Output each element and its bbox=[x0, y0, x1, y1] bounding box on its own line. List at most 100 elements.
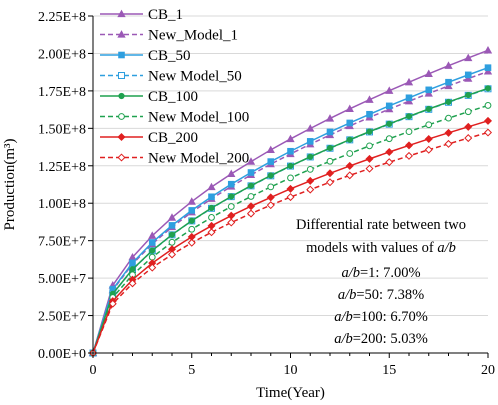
data-point-marker bbox=[465, 91, 472, 99]
data-point-marker bbox=[287, 174, 294, 182]
axes bbox=[92, 16, 488, 354]
data-point-marker bbox=[246, 157, 256, 165]
x-tick-label: 10 bbox=[284, 363, 298, 378]
data-point-marker bbox=[306, 176, 315, 185]
data-point-marker bbox=[346, 119, 354, 127]
data-point-marker bbox=[129, 266, 136, 273]
data-point-marker bbox=[365, 95, 374, 103]
data-point-marker bbox=[286, 134, 295, 143]
y-tick-label: 1.25E+8 bbox=[38, 160, 86, 175]
y-tick-label: 2.00E+8 bbox=[38, 47, 86, 62]
data-point-marker bbox=[118, 51, 125, 59]
legend: CB_1 New_Model_1 CB_50 New Model_50 CB_100 Ne… bbox=[100, 7, 249, 167]
data-point-marker bbox=[208, 214, 215, 221]
data-point-marker bbox=[365, 154, 374, 163]
data-point-marker bbox=[267, 172, 274, 179]
annotation-rate-var: a/b bbox=[334, 309, 353, 325]
data-point-marker bbox=[346, 150, 354, 157]
data-point-marker bbox=[167, 250, 177, 259]
data-point-marker bbox=[483, 116, 493, 125]
data-point-marker bbox=[424, 69, 433, 77]
annotation-rate-var: a/b bbox=[334, 331, 353, 347]
legend-item: CB_50 bbox=[100, 48, 191, 64]
data-point-marker bbox=[464, 134, 473, 143]
legend-label: New_Model_1 bbox=[148, 28, 238, 44]
data-point-marker bbox=[464, 71, 472, 79]
data-point-marker bbox=[483, 45, 493, 54]
data-point-marker bbox=[188, 225, 196, 233]
data-point-marker bbox=[445, 114, 452, 122]
data-point-marker bbox=[306, 165, 314, 173]
data-point-marker bbox=[246, 209, 256, 218]
data-point-marker bbox=[445, 98, 452, 106]
x-tick-label: 15 bbox=[382, 363, 396, 378]
data-point-marker bbox=[129, 259, 136, 267]
data-point-marker bbox=[385, 147, 394, 157]
data-point-marker bbox=[286, 193, 295, 202]
data-point-marker bbox=[385, 86, 394, 94]
data-point-marker bbox=[404, 77, 414, 86]
legend-item: CB_200 bbox=[100, 130, 198, 146]
y-tick-label: 1.50E+8 bbox=[38, 122, 86, 137]
annotation-rate-var: a/b bbox=[338, 287, 357, 303]
data-point-marker bbox=[128, 279, 137, 288]
y-tick-label: 2.25E+8 bbox=[38, 10, 86, 25]
data-point-marker bbox=[167, 213, 177, 221]
data-point-marker bbox=[405, 94, 413, 102]
data-point-marker bbox=[425, 105, 432, 113]
data-point-marker bbox=[464, 108, 472, 116]
y-tick-label: 1.75E+8 bbox=[38, 85, 86, 100]
annotation-title-prefix: models with values of bbox=[306, 240, 437, 256]
data-point-marker bbox=[366, 128, 373, 135]
data-point-marker bbox=[266, 145, 275, 154]
y-tick-label: 0.00E+0 bbox=[38, 347, 86, 362]
data-point-marker bbox=[464, 53, 473, 62]
data-point-marker bbox=[117, 153, 126, 162]
data-point-marker bbox=[366, 142, 373, 150]
data-point-marker bbox=[117, 9, 126, 18]
data-point-marker bbox=[208, 193, 215, 201]
data-point-marker bbox=[207, 221, 216, 230]
data-point-marker bbox=[405, 128, 413, 136]
series-5 bbox=[89, 102, 492, 357]
axis-ticks: 0.00E+0 2.50E+7 5.00E+7 7.50E+7 1.00E+8 1.25E… bbox=[38, 10, 495, 378]
data-point-marker bbox=[464, 122, 473, 131]
data-point-marker bbox=[208, 204, 215, 212]
data-point-marker bbox=[168, 222, 176, 229]
series-4 bbox=[89, 85, 492, 357]
data-point-marker bbox=[246, 202, 256, 211]
x-tick-label: 5 bbox=[188, 363, 195, 378]
data-point-marker bbox=[148, 239, 156, 246]
data-point-marker bbox=[326, 145, 334, 152]
data-point-marker bbox=[188, 207, 196, 214]
legend-label: New Model_200 bbox=[148, 151, 249, 167]
data-point-marker bbox=[118, 72, 125, 79]
data-point-marker bbox=[227, 218, 236, 227]
legend-label: New Model_50 bbox=[148, 69, 242, 85]
data-point-marker bbox=[484, 85, 492, 92]
annotation-rate-value: =50: 7.38% bbox=[356, 287, 424, 303]
annotation-rate-row: a/b=1: 7.00% bbox=[341, 265, 420, 281]
data-point-marker bbox=[385, 158, 394, 167]
data-point-marker bbox=[483, 67, 493, 75]
data-point-marker bbox=[444, 61, 453, 69]
data-point-marker bbox=[464, 74, 473, 82]
data-point-marker bbox=[117, 132, 126, 142]
data-point-marker bbox=[444, 128, 453, 137]
data-point-marker bbox=[187, 197, 196, 205]
y-axis-title: Production(m³) bbox=[2, 139, 18, 231]
data-point-marker bbox=[306, 185, 315, 194]
data-point-marker bbox=[118, 92, 125, 100]
data-point-marker bbox=[148, 263, 157, 272]
annotation-rate-value: =1: 7.00% bbox=[360, 265, 421, 281]
data-point-marker bbox=[306, 124, 315, 132]
data-point-marker bbox=[187, 238, 196, 247]
legend-item: New Model_100 bbox=[100, 110, 249, 126]
data-point-marker bbox=[325, 169, 335, 178]
annotation-rate-row: a/b=50: 7.38% bbox=[338, 287, 424, 303]
data-point-marker bbox=[424, 134, 433, 143]
data-point-marker bbox=[404, 141, 414, 150]
legend-item: New_Model_1 bbox=[100, 28, 238, 44]
annotation-rate-row: a/b=200: 5.03% bbox=[334, 331, 428, 347]
